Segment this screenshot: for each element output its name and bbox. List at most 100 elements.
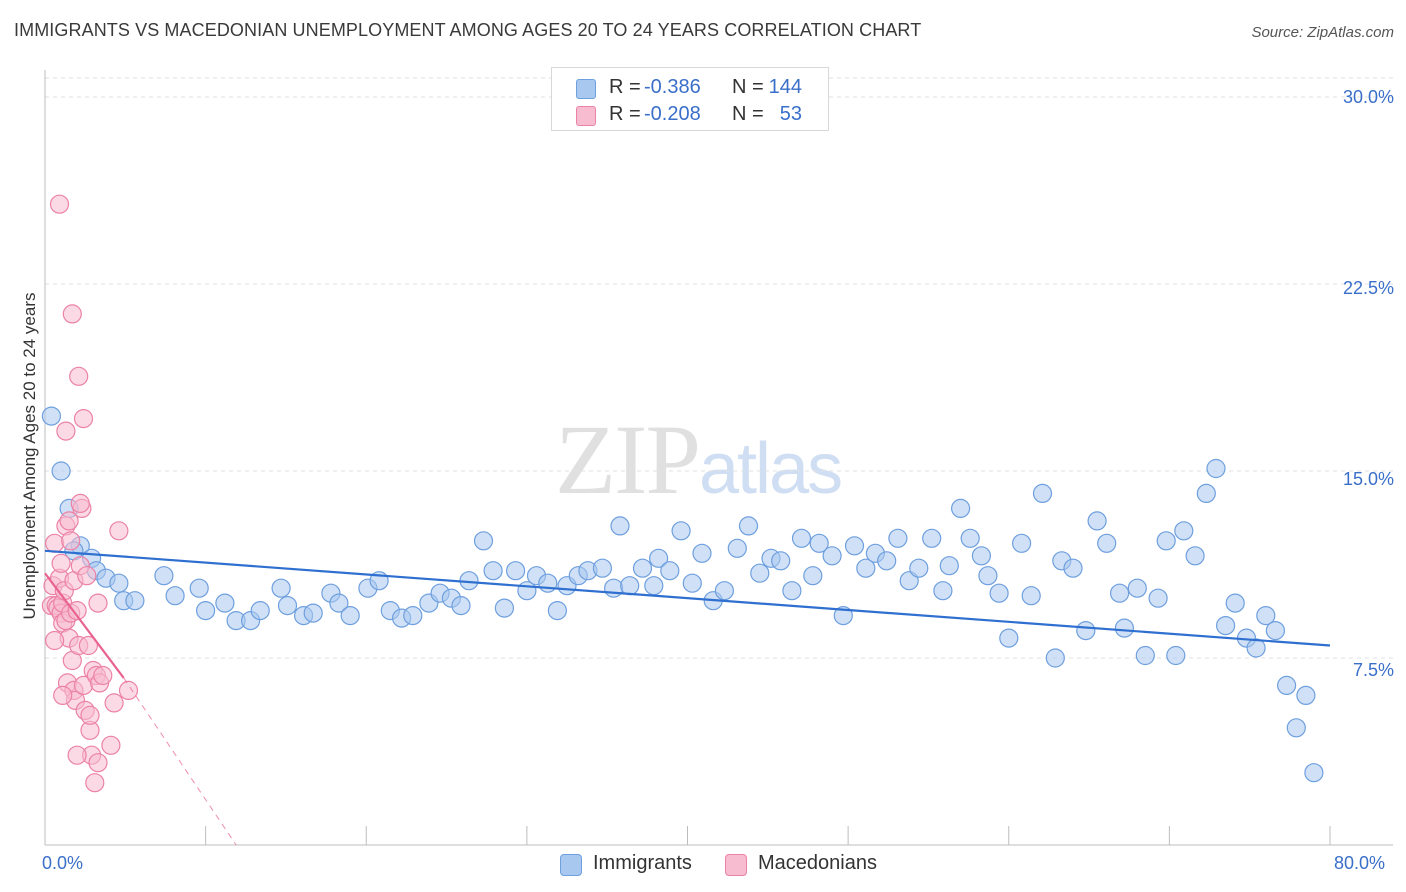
immigrants-point <box>909 558 929 578</box>
macedonians-point <box>93 665 113 686</box>
immigrants-point <box>154 566 174 586</box>
immigrants-point <box>1304 763 1324 783</box>
macedonians-point <box>61 531 81 551</box>
macedonians-trend-line <box>44 572 125 679</box>
immigrants-point <box>782 581 802 601</box>
immigrants-point <box>1114 618 1135 638</box>
immigrants-point <box>844 536 865 556</box>
immigrants-legend-icon <box>560 854 582 876</box>
immigrants-point <box>950 498 971 518</box>
immigrants-point <box>791 528 812 548</box>
immigrants-point <box>1127 578 1147 598</box>
macedonians-point <box>49 194 70 214</box>
correlation-legend: R = -0.386 N = 144 R = -0.208 N = 53 <box>551 67 829 131</box>
immigrants-point <box>483 561 503 581</box>
macedonians-point <box>59 511 79 531</box>
immigrants-point <box>1097 533 1117 553</box>
immigrants-point <box>271 578 291 598</box>
immigrants-point <box>165 586 185 606</box>
immigrants-r-label: R = <box>609 76 641 98</box>
macedonians-point <box>77 566 97 586</box>
immigrants-point <box>250 600 270 621</box>
macedonians-r-value: -0.208 <box>644 103 701 125</box>
immigrants-point <box>41 406 62 426</box>
macedonians-point <box>44 630 65 651</box>
immigrants-point <box>1265 620 1286 641</box>
watermark-atlas: atlas <box>699 429 843 509</box>
immigrants-point <box>1206 458 1226 479</box>
legend-label-immigrants: Immigrants <box>593 852 692 874</box>
macedonians-point <box>118 680 139 701</box>
immigrants-n-value: 144 <box>768 76 802 98</box>
immigrants-swatch-icon <box>576 79 596 99</box>
immigrants-point <box>277 595 298 616</box>
legend-label-macedonians: Macedonians <box>758 852 877 874</box>
source-link[interactable]: Source: ZipAtlas.com <box>1251 24 1394 41</box>
macedonians-point <box>70 493 90 513</box>
immigrants-point <box>196 600 216 621</box>
immigrants-point <box>1087 511 1107 531</box>
macedonians-point <box>109 521 129 541</box>
immigrants-point <box>714 581 735 601</box>
immigrants-point <box>648 548 669 568</box>
immigrants-point <box>833 605 853 626</box>
immigrants-point <box>451 595 471 616</box>
immigrants-point <box>340 605 360 626</box>
y-tick-label-15: 15.0% <box>1342 469 1394 489</box>
macedonians-point <box>62 304 82 324</box>
immigrants-point <box>189 578 209 598</box>
macedonians-trend-extension <box>123 677 237 846</box>
immigrants-point <box>632 558 653 578</box>
immigrants-point <box>1256 605 1276 626</box>
immigrants-point <box>620 576 640 596</box>
immigrants-point <box>771 551 791 571</box>
immigrants-point <box>592 558 613 578</box>
watermark-zip: ZIP <box>555 404 701 515</box>
immigrants-point <box>1021 586 1041 606</box>
immigrants-point <box>1076 620 1096 641</box>
macedonians-point <box>56 421 76 441</box>
immigrants-point <box>1148 588 1168 608</box>
immigrants-point <box>125 591 145 611</box>
macedonians-point <box>101 735 121 755</box>
immigrants-point <box>1166 645 1186 666</box>
immigrants-point <box>329 593 349 613</box>
immigrants-point <box>1011 533 1032 553</box>
x-tick-label-max: 80.0% <box>1334 853 1386 873</box>
immigrants-point <box>547 600 568 621</box>
immigrants-point <box>109 573 129 593</box>
macedonians-point <box>53 685 73 706</box>
immigrants-point <box>738 516 759 536</box>
y-axis-label: Unemployment Among Ages 20 to 24 years <box>20 292 39 620</box>
immigrants-point <box>644 576 664 596</box>
macedonians-point <box>88 593 108 613</box>
immigrants-point <box>1215 615 1236 636</box>
immigrants-point <box>671 521 691 541</box>
macedonians-point <box>69 366 89 386</box>
immigrants-point <box>978 566 998 586</box>
immigrants-point <box>494 598 514 618</box>
immigrants-point <box>610 516 630 536</box>
macedonians-point <box>51 553 71 573</box>
immigrants-point <box>803 566 823 586</box>
immigrants-point <box>750 563 770 583</box>
immigrants-point <box>403 605 423 626</box>
macedonians-point <box>88 753 108 773</box>
immigrants-point <box>303 603 323 623</box>
immigrants-point <box>922 528 942 548</box>
macedonians-point <box>85 773 105 793</box>
immigrants-point <box>933 581 953 601</box>
y-tick-label-22-5: 22.5% <box>1342 278 1394 298</box>
immigrants-point <box>1032 483 1053 503</box>
immigrants-point <box>1185 546 1205 566</box>
macedonians-n-label: N = <box>732 103 764 125</box>
immigrants-point <box>1196 483 1216 503</box>
immigrants-point <box>215 593 235 613</box>
macedonians-point <box>67 745 87 765</box>
immigrants-point <box>877 551 897 571</box>
macedonians-point <box>73 409 94 429</box>
immigrants-point <box>692 543 712 563</box>
y-tick-label-30: 30.0% <box>1342 87 1394 107</box>
macedonians-point <box>67 600 87 621</box>
